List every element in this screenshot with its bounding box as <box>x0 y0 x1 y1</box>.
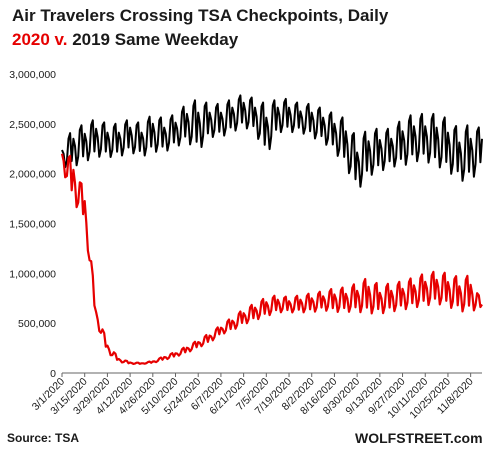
series-line-2019 <box>61 94 483 188</box>
x-axis-ticks: 3/1/20203/15/20203/29/20204/12/20204/26/… <box>30 373 476 421</box>
chart-title-line2: 2020 v. 2019 Same Weekday <box>12 30 238 50</box>
chart-title-line1: Air Travelers Crossing TSA Checkpoints, … <box>12 6 389 25</box>
brand-logo-text: WOLFSTREET.com <box>355 430 483 446</box>
y-tick-label: 1,000,000 <box>9 268 56 280</box>
title-year-2020: 2020 v. <box>12 30 68 49</box>
series-lines <box>60 94 483 365</box>
y-tick-label: 500,000 <box>18 318 56 330</box>
source-note: Source: TSA <box>7 431 80 445</box>
y-tick-label: 3,000,000 <box>9 69 56 81</box>
series-line-2020 <box>60 153 483 365</box>
title-rest: 2019 Same Weekday <box>67 30 239 49</box>
y-tick-label: 1,500,000 <box>9 219 56 231</box>
y-tick-label: 0 <box>50 368 56 380</box>
y-tick-label: 2,500,000 <box>9 119 56 131</box>
y-tick-label: 2,000,000 <box>9 169 56 181</box>
y-axis-ticks: 0 500,000 1,000,000 1,500,000 2,000,000 2,500… <box>9 69 56 380</box>
